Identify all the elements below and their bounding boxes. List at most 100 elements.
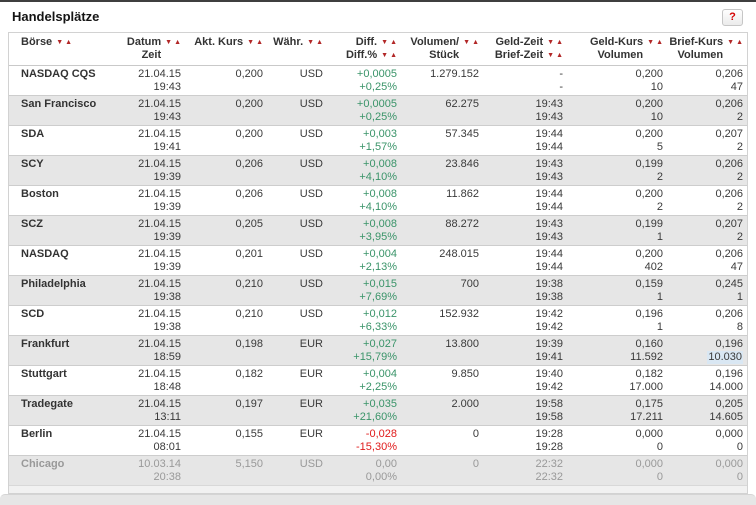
column-header-datum[interactable]: Datum▼▲Zeit▼▲ (125, 33, 185, 66)
sort-desc-icon[interactable]: ▼ (381, 52, 389, 59)
sort-asc-icon[interactable]: ▲ (390, 52, 397, 59)
cell-geld-brief-zeit: 19:43 19:43 (535, 158, 563, 183)
cell-volumen: 62.275 (445, 98, 479, 110)
cell-boerse: Tradegate (21, 398, 73, 410)
cell-geld-brief-zeit: 22:32 22:32 (535, 458, 563, 483)
cell-waehrung: USD (299, 128, 323, 140)
cell-akt-kurs: 0,206 (235, 158, 263, 170)
sort-asc-icon[interactable]: ▲ (736, 39, 743, 46)
cell-datum-zeit: 21.04.15 19:38 (138, 278, 181, 303)
cell-waehrung: EUR (299, 338, 323, 350)
cell-brief-kurs-volumen: 0,000 0 (715, 428, 743, 453)
cell-datum-zeit: 21.04.15 08:01 (138, 428, 181, 453)
updated-value-highlight: 10.030 (707, 351, 743, 364)
table-row: Frankfurt 21.04.15 18:59 0,198 EUR +0,027 +15,… (9, 335, 747, 366)
cell-waehrung: USD (299, 98, 323, 110)
cell-akt-kurs: 0,200 (235, 68, 263, 80)
cell-volumen: 23.846 (445, 158, 479, 170)
sort-asc-icon[interactable]: ▲ (65, 39, 73, 46)
cell-brief-kurs-volumen: 0,207 2 (715, 128, 743, 153)
cell-waehrung: USD (299, 218, 323, 230)
column-label: Währ. (273, 36, 304, 48)
sort-asc-icon[interactable]: ▲ (472, 39, 479, 46)
help-button[interactable]: ? (722, 9, 743, 26)
column-header-geld-zeit[interactable]: Geld-Zeit ▼ ▲ Brief-Zeit ▼ ▲ (483, 33, 567, 66)
cell-boerse: Boston (21, 188, 59, 200)
cell-datum-zeit: 21.04.15 19:41 (138, 128, 181, 153)
sort-desc-icon[interactable]: ▼ (165, 39, 173, 46)
sort-desc-icon[interactable]: ▼ (56, 39, 64, 46)
column-label: Volumen/ (410, 36, 460, 48)
cell-waehrung: USD (299, 188, 323, 200)
cell-akt-kurs: 0,210 (235, 308, 263, 320)
sort-desc-icon[interactable]: ▼ (307, 39, 315, 46)
sort-asc-icon[interactable]: ▲ (174, 39, 181, 46)
cell-geld-kurs-volumen: 0,200 10 (635, 98, 663, 123)
sort-asc-icon[interactable]: ▲ (556, 39, 563, 46)
cell-brief-kurs-volumen: 0,206 8 (715, 308, 743, 333)
sort-desc-icon[interactable]: ▼ (647, 39, 655, 46)
cell-volumen: 1.279.152 (430, 68, 479, 80)
cell-geld-brief-zeit: 19:43 19:43 (535, 98, 563, 123)
cell-boerse: NASDAQ (21, 248, 69, 260)
table-row: SCY 21.04.15 19:39 0,206 USD +0,008 +4,10% 23.8… (9, 155, 747, 186)
column-header-akt-kurs[interactable]: Akt. Kurs ▼ ▲ (185, 33, 267, 66)
cell-volumen: 152.932 (439, 308, 479, 320)
sort-desc-icon[interactable]: ▼ (547, 52, 555, 59)
cell-geld-kurs-volumen: 0,000 0 (635, 458, 663, 483)
cell-geld-brief-zeit: 19:38 19:38 (535, 278, 563, 303)
column-label: Volumen (677, 49, 724, 61)
cell-geld-brief-zeit: 19:44 19:44 (535, 248, 563, 273)
sort-desc-icon[interactable]: ▼ (381, 39, 389, 46)
cell-waehrung: USD (299, 158, 323, 170)
cell-boerse: Berlin (21, 428, 53, 440)
column-label: Brief-Kurs (669, 36, 724, 48)
cell-volumen: 13.800 (445, 338, 479, 350)
cell-boerse: NASDAQ CQS (21, 68, 96, 80)
cell-geld-brief-zeit: 19:28 19:28 (535, 428, 563, 453)
sort-desc-icon[interactable]: ▼ (463, 39, 471, 46)
cell-boerse: Frankfurt (21, 338, 70, 350)
cell-geld-kurs-volumen: 0,200 5 (635, 128, 663, 153)
cell-datum-zeit: 21.04.15 19:39 (138, 218, 181, 243)
page-title: Handelsplätze (12, 9, 100, 24)
cell-geld-kurs-volumen: 0,200 402 (635, 248, 663, 273)
sort-desc-icon[interactable]: ▼ (727, 39, 735, 46)
sort-asc-icon[interactable]: ▲ (316, 39, 323, 46)
cell-akt-kurs: 0,182 (235, 368, 263, 380)
cell-brief-kurs-volumen: 0,206 2 (715, 188, 743, 213)
cell-geld-kurs-volumen: 0,000 0 (635, 428, 663, 453)
sort-asc-icon[interactable]: ▲ (556, 52, 563, 59)
table-row: Boston 21.04.15 19:39 0,206 USD +0,008 +4,10% 1… (9, 185, 747, 216)
cell-akt-kurs: 0,210 (235, 278, 263, 290)
column-header-diff[interactable]: Diff. ▼ ▲ Diff.% ▼ ▲ (327, 33, 401, 66)
column-header-brief-kurs[interactable]: Brief-Kurs▼▲Volumen▼▲ (667, 33, 747, 66)
sort-asc-icon[interactable]: ▲ (390, 39, 397, 46)
column-header-geld-kurs[interactable]: Geld-Kurs▼▲Volumen▼▲ (567, 33, 667, 66)
cell-brief-kurs-volumen: 0,206 47 (715, 248, 743, 273)
panel-header: Handelsplätze ? (0, 2, 756, 32)
cell-diff: +0,008 +4,10% (359, 158, 397, 183)
sort-desc-icon[interactable]: ▼ (247, 39, 255, 46)
column-header-waehr[interactable]: Währ. ▼ ▲ (267, 33, 327, 66)
cell-waehrung: EUR (299, 398, 323, 410)
table-footer-strip (9, 485, 747, 493)
cell-brief-kurs-volumen: 0,206 2 (715, 98, 743, 123)
sort-asc-icon[interactable]: ▲ (256, 39, 263, 46)
cell-datum-zeit: 21.04.15 18:59 (138, 338, 181, 363)
cell-datum-zeit: 21.04.15 19:43 (138, 68, 181, 93)
column-header-boerse[interactable]: Börse ▼ ▲ (9, 33, 125, 66)
cell-brief-kurs-volumen: 0,207 2 (715, 218, 743, 243)
sort-desc-icon[interactable]: ▼ (547, 39, 555, 46)
cell-datum-zeit: 21.04.15 19:39 (138, 248, 181, 273)
cell-diff: +0,004 +2,25% (359, 368, 397, 393)
cell-diff: +0,003 +1,57% (359, 128, 397, 153)
cell-volumen: 2.000 (451, 398, 479, 410)
table-row: Stuttgart 21.04.15 18:48 0,182 EUR +0,004 +2,2… (9, 365, 747, 396)
column-header-volumen[interactable]: Volumen/▼▲Stück▼▲ (401, 33, 483, 66)
next-panel-edge (0, 494, 756, 505)
cell-datum-zeit: 10.03.14 20:38 (138, 458, 181, 483)
sort-asc-icon[interactable]: ▲ (656, 39, 663, 46)
cell-boerse: Stuttgart (21, 368, 67, 380)
cell-boerse: SCY (21, 158, 44, 170)
